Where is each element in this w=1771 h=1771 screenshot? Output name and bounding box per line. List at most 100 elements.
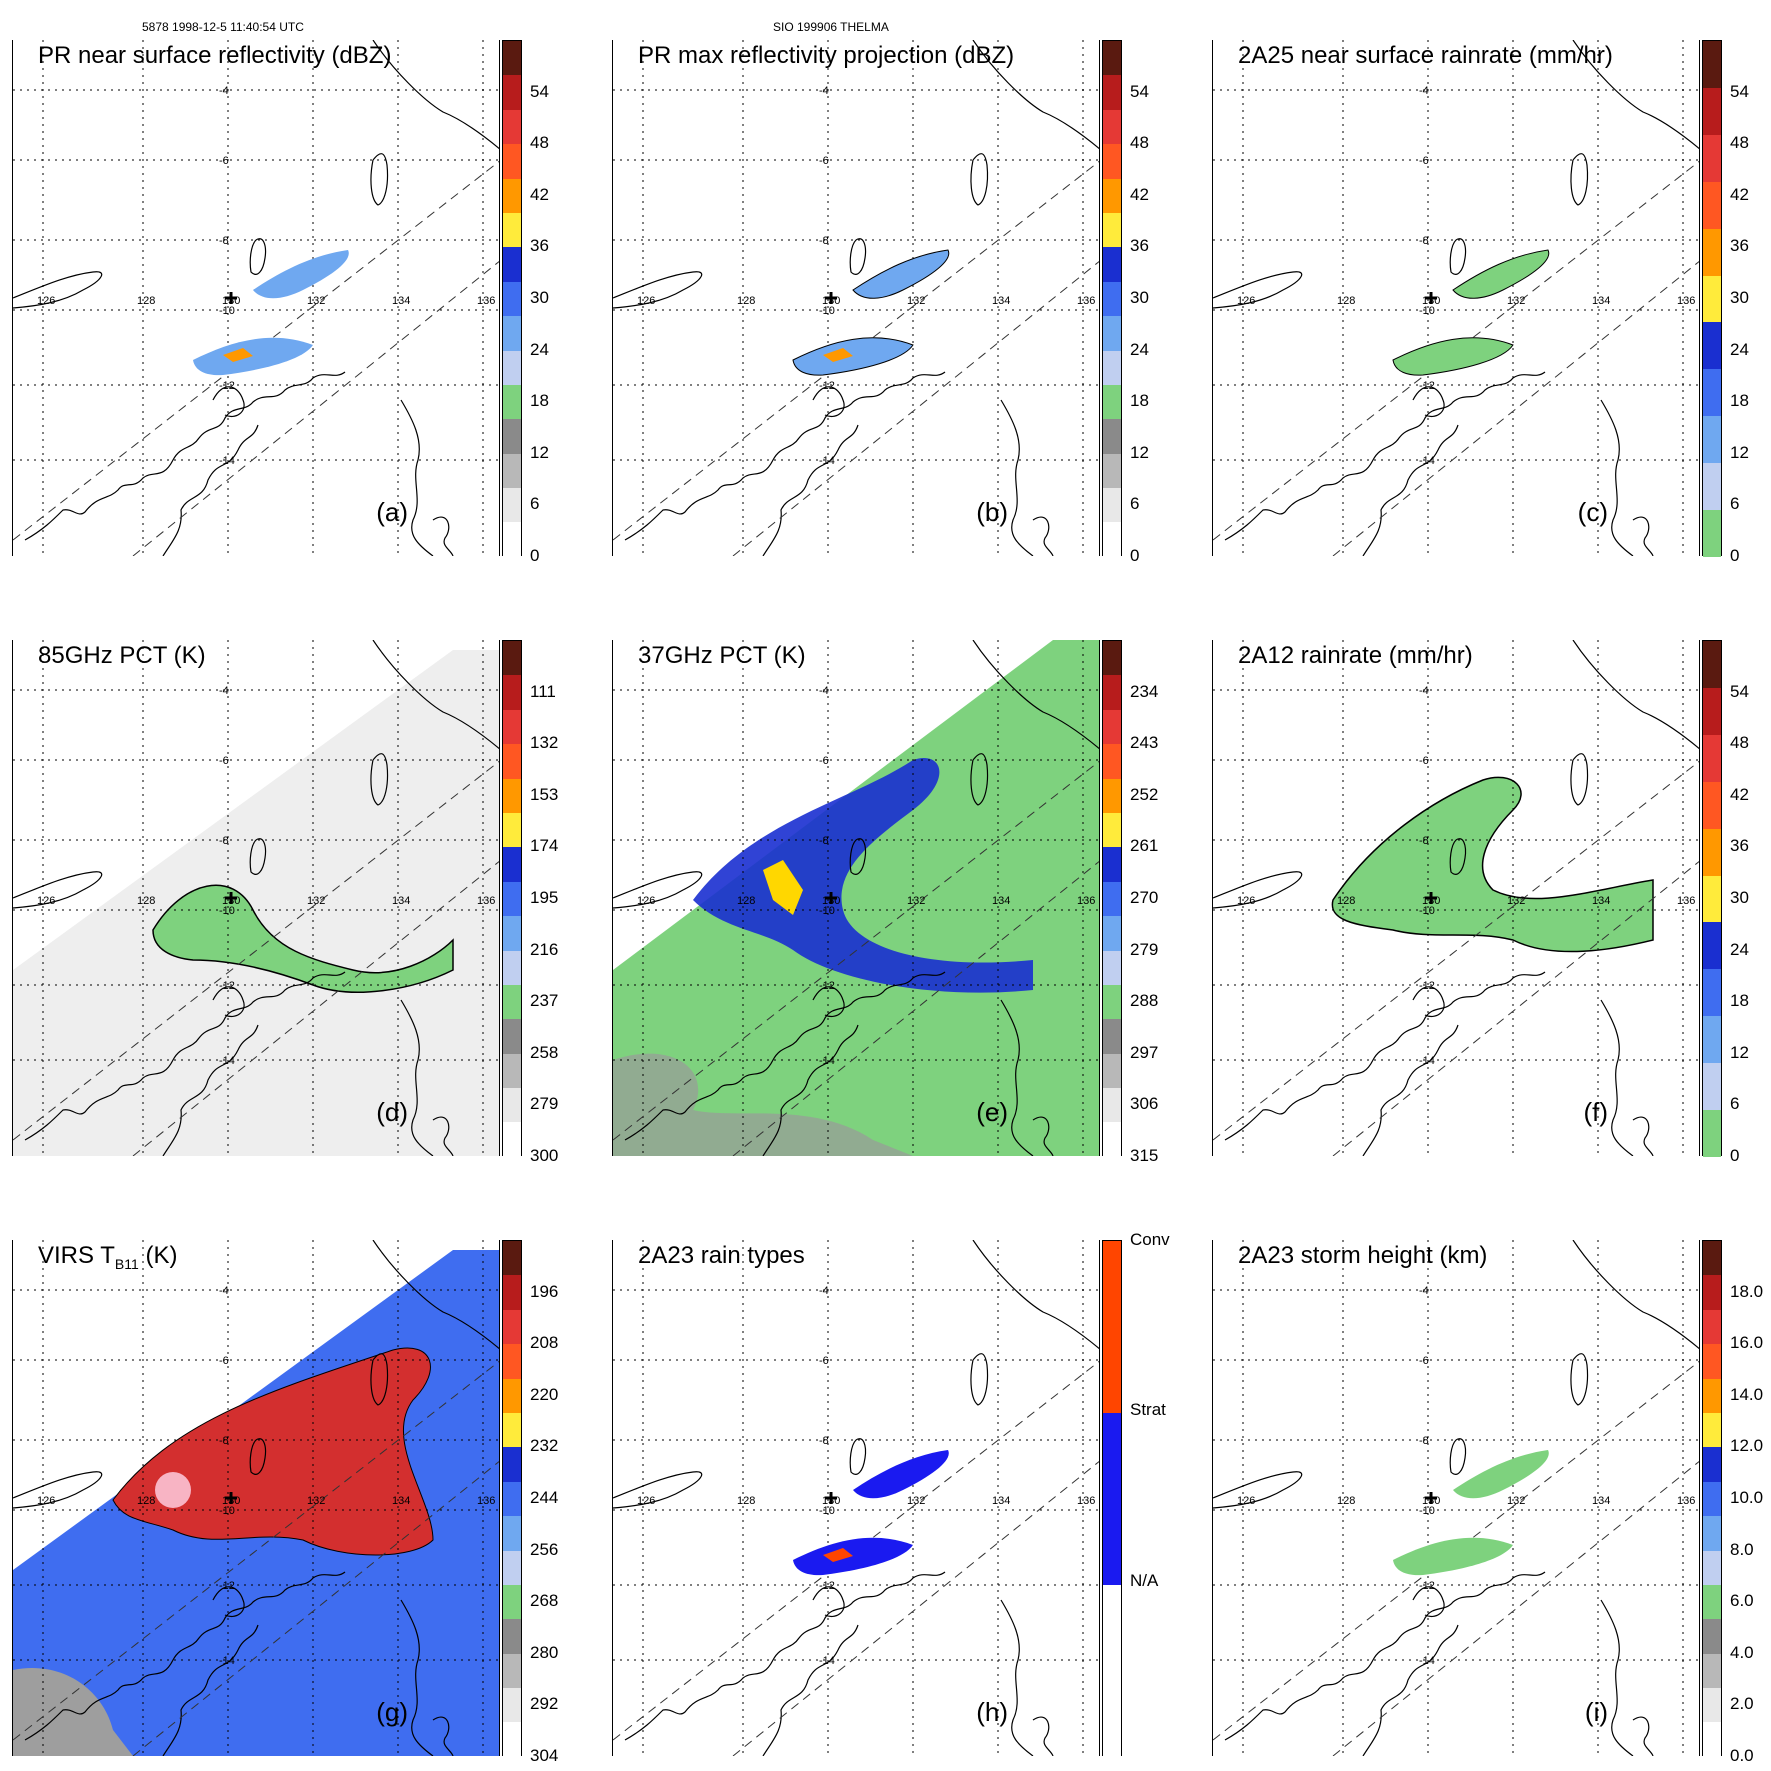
rain-band	[792, 337, 914, 376]
colorbar-segment	[1103, 847, 1121, 882]
rain-band	[1453, 1450, 1549, 1499]
colorbar-tick-label: 12.0	[1730, 1436, 1764, 1456]
swath-edge	[132, 260, 499, 556]
lat-label: -12	[1419, 980, 1435, 992]
coastline	[24, 371, 346, 541]
rain-band	[1393, 1537, 1513, 1576]
orbit-timestamp: 5878 1998-12-5 11:40:54 UTC	[142, 20, 304, 34]
swath-edge	[732, 860, 1099, 1156]
lon-label: 130	[1422, 895, 1440, 907]
colorbar-tick-label: 0	[530, 546, 540, 565]
rain-core	[223, 348, 253, 362]
coastline	[212, 1586, 245, 1618]
lat-label: -10	[219, 905, 235, 917]
colorbar-tick-label: 220	[530, 1384, 559, 1404]
lon-label: 126	[1237, 895, 1255, 907]
lon-label: 128	[137, 1495, 155, 1507]
colorbar-segment	[503, 384, 521, 420]
panel-letter: (b)	[976, 497, 1008, 527]
coastline	[624, 371, 946, 541]
colorbar-tick-label: 244	[530, 1488, 559, 1507]
lon-label: 132	[1507, 295, 1525, 307]
lon-label: 132	[907, 295, 925, 307]
colorbar	[502, 640, 522, 1157]
colorbar-segment	[1103, 419, 1121, 454]
coastline	[1412, 1586, 1445, 1618]
coastline	[972, 40, 1099, 150]
coastline	[249, 838, 267, 875]
lon-label: 126	[637, 295, 655, 307]
swath-fill	[13, 650, 499, 1156]
coastline	[1032, 1716, 1054, 1756]
colorbar-tick-label: 12	[530, 442, 549, 462]
lat-label: -6	[219, 1355, 229, 1367]
lon-label: 134	[1592, 1495, 1610, 1507]
lon-label: 128	[737, 1495, 755, 1507]
colorbar-tick-label: 16.0	[1730, 1333, 1764, 1353]
panel-title: 37GHz PCT (K)	[638, 642, 806, 670]
colorbar-tick-label: 288	[1130, 991, 1159, 1011]
lon-label: 128	[137, 295, 155, 307]
storm-center-marker	[825, 292, 837, 304]
lon-label: 132	[1507, 895, 1525, 907]
map-area: 126 128 130 132 134 136 -4 -6 -8 -10 -12 -14	[612, 40, 1100, 556]
colorbar-segment	[1703, 87, 1721, 135]
lat-label: -10	[1419, 1505, 1435, 1517]
colorbar-tick-label: 270	[1130, 888, 1159, 907]
coastline	[13, 871, 103, 909]
colorbar-segment	[1703, 416, 1721, 464]
coastline	[1572, 40, 1699, 150]
colorbar-segment	[503, 1619, 521, 1654]
swath-edge	[1213, 160, 1699, 541]
coastline	[432, 516, 454, 556]
colorbar-segment	[503, 881, 521, 917]
colorbar-segment	[503, 1412, 521, 1448]
lat-label: -6	[819, 755, 829, 767]
colorbar-ticks: 18.0 16.0 14.0 12.0 10.0 8.0 6.0 4.0 2.0 0.0	[1730, 1240, 1771, 1765]
panel-title: 85GHz PCT (K)	[38, 642, 206, 670]
cold-cloud	[112, 1347, 434, 1556]
panel-letter: (c)	[1577, 497, 1608, 527]
coastline	[1412, 986, 1445, 1018]
lat-label: -6	[219, 755, 229, 767]
panel-title-text: 2A25 near surface rainrate (mm/hr)	[1238, 42, 1613, 69]
lat-label: -12	[1419, 1580, 1435, 1592]
colorbar-segment	[1703, 275, 1721, 323]
colorbar-segment	[1103, 1053, 1121, 1089]
colorbar-segment	[1703, 1378, 1721, 1413]
panel-letter: (f)	[1583, 1097, 1608, 1127]
colorbar-segment	[1703, 922, 1721, 970]
coastline	[1000, 399, 1034, 556]
colorbar-tick-label: 111	[530, 681, 556, 701]
colorbar-segment	[1103, 1413, 1121, 1585]
rain-band	[793, 1537, 913, 1576]
swath-edge	[132, 1460, 499, 1756]
lon-label: 134	[392, 1495, 410, 1507]
coastline	[1362, 1624, 1459, 1756]
coastline	[370, 1353, 389, 1406]
lon-label: 126	[637, 895, 655, 907]
colorbar-segment	[1703, 322, 1721, 370]
min-tb-core	[763, 860, 803, 915]
swath-edge	[613, 760, 1099, 1141]
colorbar-segment	[1103, 1122, 1121, 1157]
coastline	[162, 424, 259, 556]
coastline	[249, 238, 267, 275]
coastline	[812, 986, 845, 1018]
colorbar-tick-label: 24	[1730, 939, 1749, 959]
lon-label: 134	[392, 895, 410, 907]
lat-label: -6	[819, 155, 829, 167]
coastline	[400, 999, 434, 1156]
colorbar-segment	[1703, 1481, 1721, 1517]
colorbar-tick-label: 6	[530, 494, 540, 514]
colorbar-tick-label: 54	[1730, 681, 1749, 701]
colorbar-segment	[1103, 178, 1121, 213]
map-area: 126 128 130 132 134 136 -4 -6 -8 -10 -12 -14	[1212, 40, 1700, 556]
colorbar-tick-label: 36	[1730, 836, 1749, 856]
colorbar-segment	[503, 1275, 521, 1310]
lon-label: 128	[737, 895, 755, 907]
lat-label: -10	[819, 905, 835, 917]
lon-label: 128	[737, 295, 755, 307]
colorbar-segment	[503, 847, 521, 882]
coastline	[762, 424, 859, 556]
